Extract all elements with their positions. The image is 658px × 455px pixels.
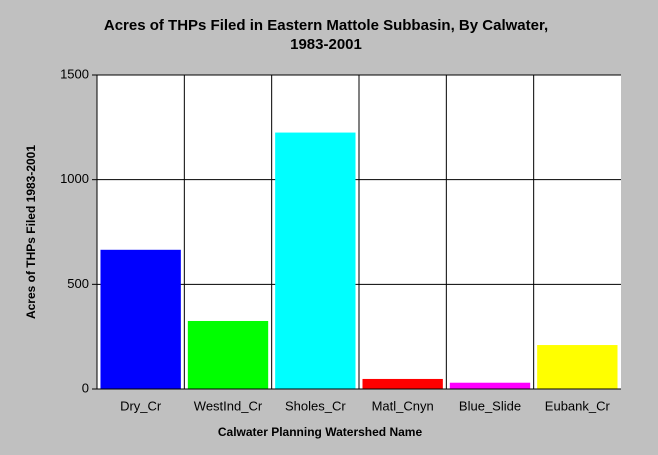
x-tick-label: Eubank_Cr [545, 398, 611, 413]
x-tick-label: Blue_Slide [459, 398, 521, 413]
bar [449, 382, 531, 389]
x-axis-label: Calwater Planning Watershed Name [218, 425, 423, 439]
y-tick-label: 0 [82, 380, 89, 395]
bar [100, 249, 181, 389]
bar [362, 378, 443, 389]
x-tick-label: Matl_Cnyn [372, 398, 434, 413]
bar [187, 320, 269, 389]
x-tick-label: Dry_Cr [120, 398, 162, 413]
chart-title: Acres of THPs Filed in Eastern Mattole S… [104, 17, 548, 34]
y-tick-label: 500 [67, 276, 89, 291]
x-tick-label: Sholes_Cr [285, 398, 346, 413]
chart-title: 1983-2001 [290, 36, 362, 53]
bar [275, 132, 356, 390]
y-axis-label: Acres of THPs Filed 1983-2001 [24, 145, 38, 319]
y-tick-label: 1500 [60, 66, 89, 81]
y-tick-label: 1000 [60, 171, 89, 186]
bar [537, 345, 618, 389]
x-tick-label: WestInd_Cr [194, 398, 263, 413]
